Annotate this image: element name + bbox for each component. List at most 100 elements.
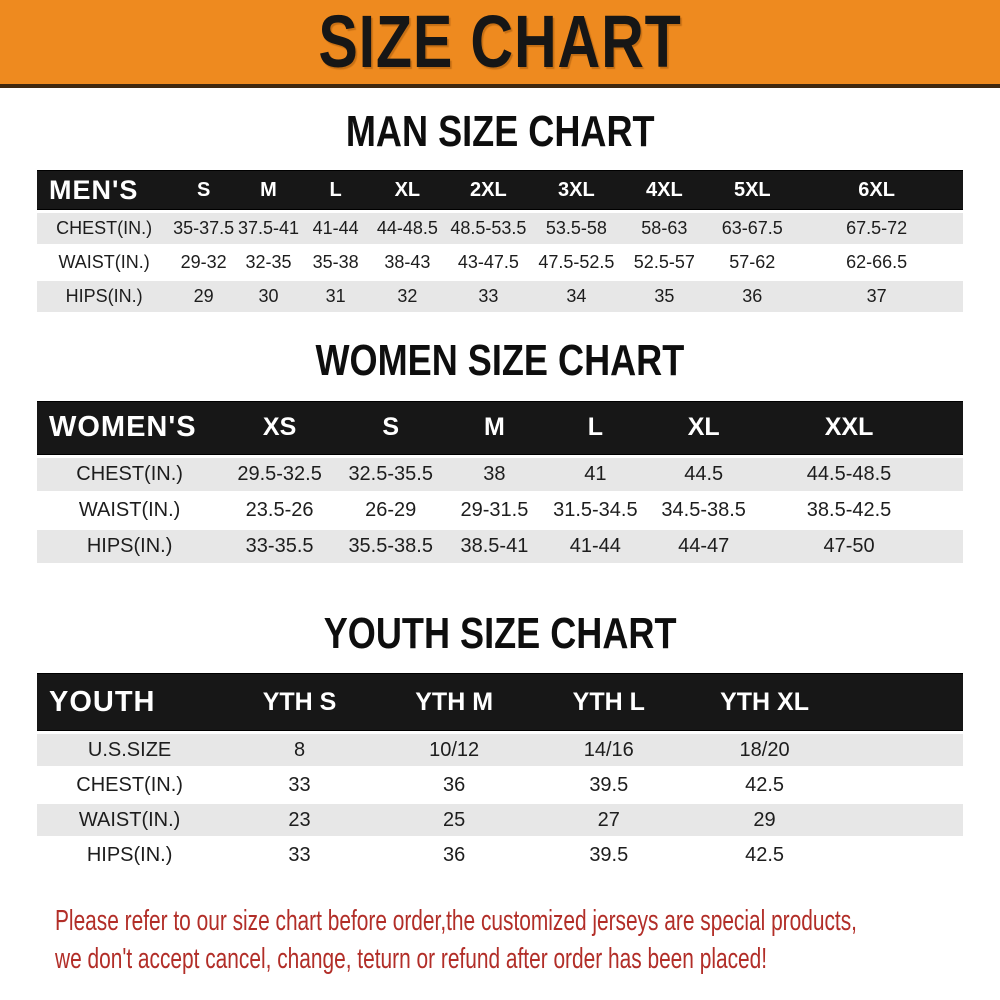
table-cell: 44-47	[646, 529, 762, 563]
table-cell: 34	[532, 281, 621, 313]
row-label: HIPS(IN.)	[37, 529, 223, 563]
column-header: 5XL	[708, 170, 797, 211]
table-cell: 57-62	[708, 247, 797, 279]
table-cell: 37	[796, 281, 963, 313]
table-cell: 41-44	[544, 529, 647, 563]
table-cell: 52.5-57	[620, 247, 709, 279]
order-note-line-1: Please refer to our size chart before or…	[55, 905, 857, 938]
column-header: S	[171, 170, 237, 211]
row-label: U.S.SIZE	[37, 734, 223, 767]
table-row: WAIST(IN.) 23 25 27 29	[37, 804, 963, 837]
table-cell: 29	[171, 281, 237, 313]
youth-section-title: YOUTH SIZE CHART	[0, 608, 1000, 658]
column-header: S	[337, 400, 445, 455]
table-cell: 58-63	[620, 213, 709, 245]
table-name-header: YOUTH	[37, 673, 223, 732]
table-cell: 14/16	[531, 734, 687, 767]
row-label: WAIST(IN.)	[37, 493, 223, 527]
table-cell: 39.5	[531, 839, 687, 872]
table-cell: 36	[708, 281, 797, 313]
table-cell: 41-44	[300, 213, 371, 245]
table-row: CHEST(IN.) 35-37.5 37.5-41 41-44 44-48.5 48.5…	[37, 213, 963, 245]
table-cell: 25	[376, 804, 532, 837]
table-cell: 32.5-35.5	[337, 457, 445, 491]
table-cell: 32	[370, 281, 445, 313]
table-cell: 67.5-72	[796, 213, 963, 245]
women-section-title: WOMEN SIZE CHART	[0, 336, 1000, 385]
table-row: WAIST(IN.) 29-32 32-35 35-38 38-43 43-47.5 47.…	[37, 247, 963, 279]
table-cell: 44.5	[646, 457, 762, 491]
table-cell: 35	[620, 281, 709, 313]
table-cell: 33	[444, 281, 533, 313]
table-cell: 43-47.5	[444, 247, 533, 279]
table-cell: 36	[376, 839, 532, 872]
table-cell: 38.5-41	[444, 529, 545, 563]
table-cell: 37.5-41	[236, 213, 301, 245]
table-cell: 39.5	[531, 769, 687, 802]
table-cell: 44.5-48.5	[761, 457, 963, 491]
table-name-header: MEN'S	[37, 170, 172, 211]
table-cell: 33	[222, 769, 377, 802]
table-row: HIPS(IN.) 33 36 39.5 42.5	[37, 839, 963, 872]
table-cell: 32-35	[236, 247, 301, 279]
column-header: 4XL	[620, 170, 709, 211]
header-row: MEN'S S M L XL 2XL 3XL 4XL 5XL 6XL	[37, 170, 963, 211]
column-header: 3XL	[532, 170, 621, 211]
column-header: 2XL	[444, 170, 533, 211]
table-row: U.S.SIZE 8 10/12 14/16 18/20	[37, 734, 963, 767]
man-section-title-text: MAN SIZE CHART	[345, 107, 655, 156]
table-row: CHEST(IN.) 29.5-32.5 32.5-35.5 38 41 44.5 44.5…	[37, 457, 963, 491]
column-header: YTH S	[222, 673, 377, 732]
row-label: CHEST(IN.)	[37, 213, 172, 245]
table-cell: 29	[686, 804, 963, 837]
table-row: HIPS(IN.) 29 30 31 32 33 34 35 36 37	[37, 281, 963, 313]
table-row: WAIST(IN.) 23.5-26 26-29 29-31.5 31.5-34.5 34…	[37, 493, 963, 527]
table-cell: 38.5-42.5	[761, 493, 963, 527]
column-header: M	[236, 170, 301, 211]
header-row: YOUTH YTH S YTH M YTH L YTH XL	[37, 673, 963, 732]
row-label: WAIST(IN.)	[37, 804, 223, 837]
table-cell: 41	[544, 457, 647, 491]
table-cell: 48.5-53.5	[444, 213, 533, 245]
table-cell: 26-29	[337, 493, 445, 527]
column-header: L	[300, 170, 371, 211]
order-note-line-2: we don't accept cancel, change, teturn o…	[55, 943, 768, 976]
youth-section-title-text: YOUTH SIZE CHART	[323, 608, 677, 658]
column-header: YTH M	[376, 673, 532, 732]
table-cell: 63-67.5	[708, 213, 797, 245]
column-header: XL	[646, 400, 762, 455]
table-cell: 47.5-52.5	[532, 247, 621, 279]
table-cell: 29.5-32.5	[222, 457, 337, 491]
size-chart-banner: SIZE CHART	[0, 0, 1000, 88]
row-label: HIPS(IN.)	[37, 281, 172, 313]
banner-title: SIZE CHART	[318, 0, 682, 83]
column-header: XL	[370, 170, 445, 211]
header-row: WOMEN'S XS S M L XL XXL	[37, 400, 963, 455]
youth-size-table: YOUTH YTH S YTH M YTH L YTH XL U.S.SIZE 8 10/12…	[37, 670, 963, 874]
table-cell: 18/20	[686, 734, 963, 767]
table-cell: 53.5-58	[532, 213, 621, 245]
table-cell: 36	[376, 769, 532, 802]
table-cell: 30	[236, 281, 301, 313]
table-cell: 27	[531, 804, 687, 837]
column-header: 6XL	[796, 170, 963, 211]
column-header: YTH L	[531, 673, 687, 732]
table-row: CHEST(IN.) 33 36 39.5 42.5	[37, 769, 963, 802]
row-label: CHEST(IN.)	[37, 457, 223, 491]
table-cell: 23	[222, 804, 377, 837]
column-header: M	[444, 400, 545, 455]
row-label: WAIST(IN.)	[37, 247, 172, 279]
table-cell: 35.5-38.5	[337, 529, 445, 563]
table-cell: 38-43	[370, 247, 445, 279]
women-size-table: WOMEN'S XS S M L XL XXL CHEST(IN.) 29.5-32.5 32.5…	[37, 398, 963, 566]
table-cell: 62-66.5	[796, 247, 963, 279]
table-cell: 35-38	[300, 247, 371, 279]
table-cell: 31	[300, 281, 371, 313]
table-cell: 8	[222, 734, 377, 767]
table-cell: 44-48.5	[370, 213, 445, 245]
row-label: HIPS(IN.)	[37, 839, 223, 872]
men-size-table: MEN'S S M L XL 2XL 3XL 4XL 5XL 6XL CHEST(IN.) 35-37…	[37, 167, 963, 315]
column-header: L	[544, 400, 647, 455]
table-cell: 34.5-38.5	[646, 493, 762, 527]
row-label: CHEST(IN.)	[37, 769, 223, 802]
